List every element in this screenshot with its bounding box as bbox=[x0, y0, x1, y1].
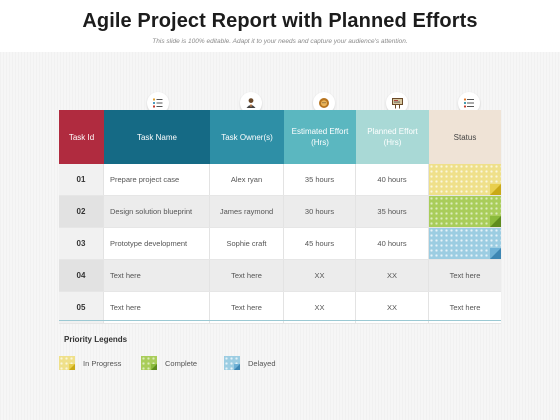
status-swatch-green bbox=[429, 196, 501, 227]
table-bottom-divider bbox=[59, 320, 501, 321]
header-status: Status bbox=[429, 110, 501, 164]
legend-item-in-progress: In Progress bbox=[59, 356, 121, 370]
planned-effort-cell: 40 hours bbox=[356, 164, 429, 195]
estimated-effort-cell: 45 hours bbox=[284, 228, 356, 259]
task-name-cell: Prototype development bbox=[104, 228, 210, 259]
list-icon bbox=[458, 92, 480, 114]
person-icon bbox=[240, 92, 262, 114]
estimated-effort-cell: 30 hours bbox=[284, 196, 356, 227]
task-id-cell: 04 bbox=[59, 260, 104, 291]
status-cell-in-progress bbox=[429, 164, 501, 195]
legend-item-delayed: Delayed bbox=[224, 356, 276, 370]
task-id-cell: 01 bbox=[59, 164, 104, 195]
page-curl bbox=[234, 364, 240, 370]
task-id-cell: 03 bbox=[59, 228, 104, 259]
table-row: 04 Text here Text here XX XX Text here bbox=[59, 260, 501, 292]
planned-effort-cell: 40 hours bbox=[356, 228, 429, 259]
task-owner-cell: Text here bbox=[210, 260, 284, 291]
estimated-effort-cell: 35 hours bbox=[284, 164, 356, 195]
header-task-id: Task Id bbox=[59, 110, 104, 164]
page-curl bbox=[69, 364, 75, 370]
task-owner-cell: James raymond bbox=[210, 196, 284, 227]
header-estimated-effort: Estimated Effort (Hrs) bbox=[284, 110, 356, 164]
status-cell-text: Text here bbox=[449, 303, 481, 312]
task-owner-cell: Sophie craft bbox=[210, 228, 284, 259]
legend-item-complete: Complete bbox=[141, 356, 197, 370]
task-owner-cell: Text here bbox=[210, 292, 284, 323]
task-id-cell: 02 bbox=[59, 196, 104, 227]
estimated-effort-cell: XX bbox=[284, 292, 356, 323]
legend-swatch-yellow bbox=[59, 356, 75, 370]
table-row: 05 Text here Text here XX XX Text here bbox=[59, 292, 501, 324]
planned-effort-cell: XX bbox=[356, 292, 429, 323]
status-swatch-yellow bbox=[429, 164, 501, 195]
status-cell-text: Text here bbox=[449, 271, 481, 280]
estimated-effort-cell: XX bbox=[284, 260, 356, 291]
header-task-owner: Task Owner(s) bbox=[210, 110, 284, 164]
task-owner-cell: Alex ryan bbox=[210, 164, 284, 195]
header-planned-effort: Planned Effort (Hrs) bbox=[356, 110, 429, 164]
table-row: 02 Design solution blueprint James raymo… bbox=[59, 196, 501, 228]
task-name-cell: Design solution blueprint bbox=[104, 196, 210, 227]
task-name-cell: Prepare project case bbox=[104, 164, 210, 195]
page-curl bbox=[490, 248, 501, 259]
legend-title: Priority Legends bbox=[64, 335, 128, 344]
lion-icon bbox=[313, 92, 335, 114]
checklist-icon bbox=[147, 92, 169, 114]
status-swatch-blue bbox=[429, 228, 501, 259]
task-name-cell: Text here bbox=[104, 292, 210, 323]
legend-label: In Progress bbox=[83, 358, 122, 368]
task-name-cell: Text here bbox=[104, 260, 210, 291]
legend-label: Complete bbox=[165, 358, 198, 368]
status-cell-delayed bbox=[429, 228, 501, 259]
slide-title: Agile Project Report with Planned Effort… bbox=[82, 10, 478, 32]
slide-subtitle: This slide is 100% editable. Adapt it to… bbox=[152, 38, 408, 45]
presentation-board-icon bbox=[386, 92, 408, 114]
status-cell-complete bbox=[429, 196, 501, 227]
table-row: 01 Prepare project case Alex ryan 35 hou… bbox=[59, 164, 501, 196]
page-curl bbox=[490, 216, 501, 227]
table-header-row: Task Id Task Name Task Owner(s) Estimate… bbox=[59, 110, 501, 164]
planned-effort-cell: XX bbox=[356, 260, 429, 291]
legend-swatch-blue bbox=[224, 356, 240, 370]
legend-swatch-green bbox=[141, 356, 157, 370]
header-task-name: Task Name bbox=[104, 110, 210, 164]
planned-effort-cell: 35 hours bbox=[356, 196, 429, 227]
page-curl bbox=[490, 184, 501, 195]
project-table: Task Id Task Name Task Owner(s) Estimate… bbox=[59, 110, 501, 324]
table-row: 03 Prototype development Sophie craft 45… bbox=[59, 228, 501, 260]
legend-label: Delayed bbox=[248, 358, 276, 368]
task-id-cell: 05 bbox=[59, 292, 104, 323]
page-curl bbox=[151, 364, 157, 370]
